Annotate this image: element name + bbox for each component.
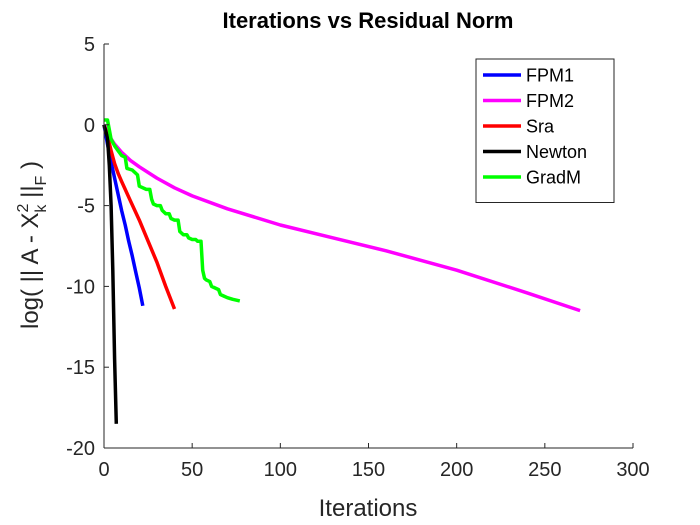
y-axis-label-sub2: F xyxy=(33,175,50,185)
x-tick-label: 50 xyxy=(181,459,203,481)
y-tick-label: 5 xyxy=(84,34,95,56)
x-tick-label: 250 xyxy=(528,459,561,481)
x-tick-label: 300 xyxy=(616,459,649,481)
legend-label-newton: Newton xyxy=(526,142,587,162)
y-axis-label: log( || A - X2k ||F ) xyxy=(15,161,50,329)
y-tick-label: -10 xyxy=(66,276,95,298)
y-axis-label-mid: || xyxy=(17,185,44,204)
x-axis-label: Iterations xyxy=(319,495,418,522)
legend: FPM1 FPM2 Sra Newton GradM xyxy=(475,58,615,203)
x-tick-label: 200 xyxy=(440,459,473,481)
x-tick-label: 100 xyxy=(264,459,297,481)
y-tick-label: -15 xyxy=(66,357,95,379)
series-line-gradm xyxy=(104,118,241,303)
legend-label-fpm2: FPM2 xyxy=(526,91,574,111)
y-tick-label: -20 xyxy=(66,438,95,460)
chart-title: Iterations vs Residual Norm xyxy=(223,8,514,33)
series-line-newton xyxy=(102,124,119,424)
y-axis-label-sup: 2 xyxy=(15,203,32,212)
x-tick-label: 150 xyxy=(352,459,385,481)
legend-label-gradm: GradM xyxy=(526,168,581,188)
legend-label-sra: Sra xyxy=(526,117,555,137)
y-axis-label-sub: k xyxy=(33,204,50,213)
plot-area xyxy=(102,118,581,424)
series-line-sra xyxy=(102,124,177,310)
y-axis-label-suffix: ) xyxy=(17,161,44,176)
legend-label-fpm1: FPM1 xyxy=(526,66,574,86)
y-axis-label-prefix: log( || A - X xyxy=(17,212,44,329)
y-tick-label: -5 xyxy=(77,196,95,218)
y-tick-label: 0 xyxy=(84,115,95,137)
x-tick-label: 0 xyxy=(98,459,109,481)
